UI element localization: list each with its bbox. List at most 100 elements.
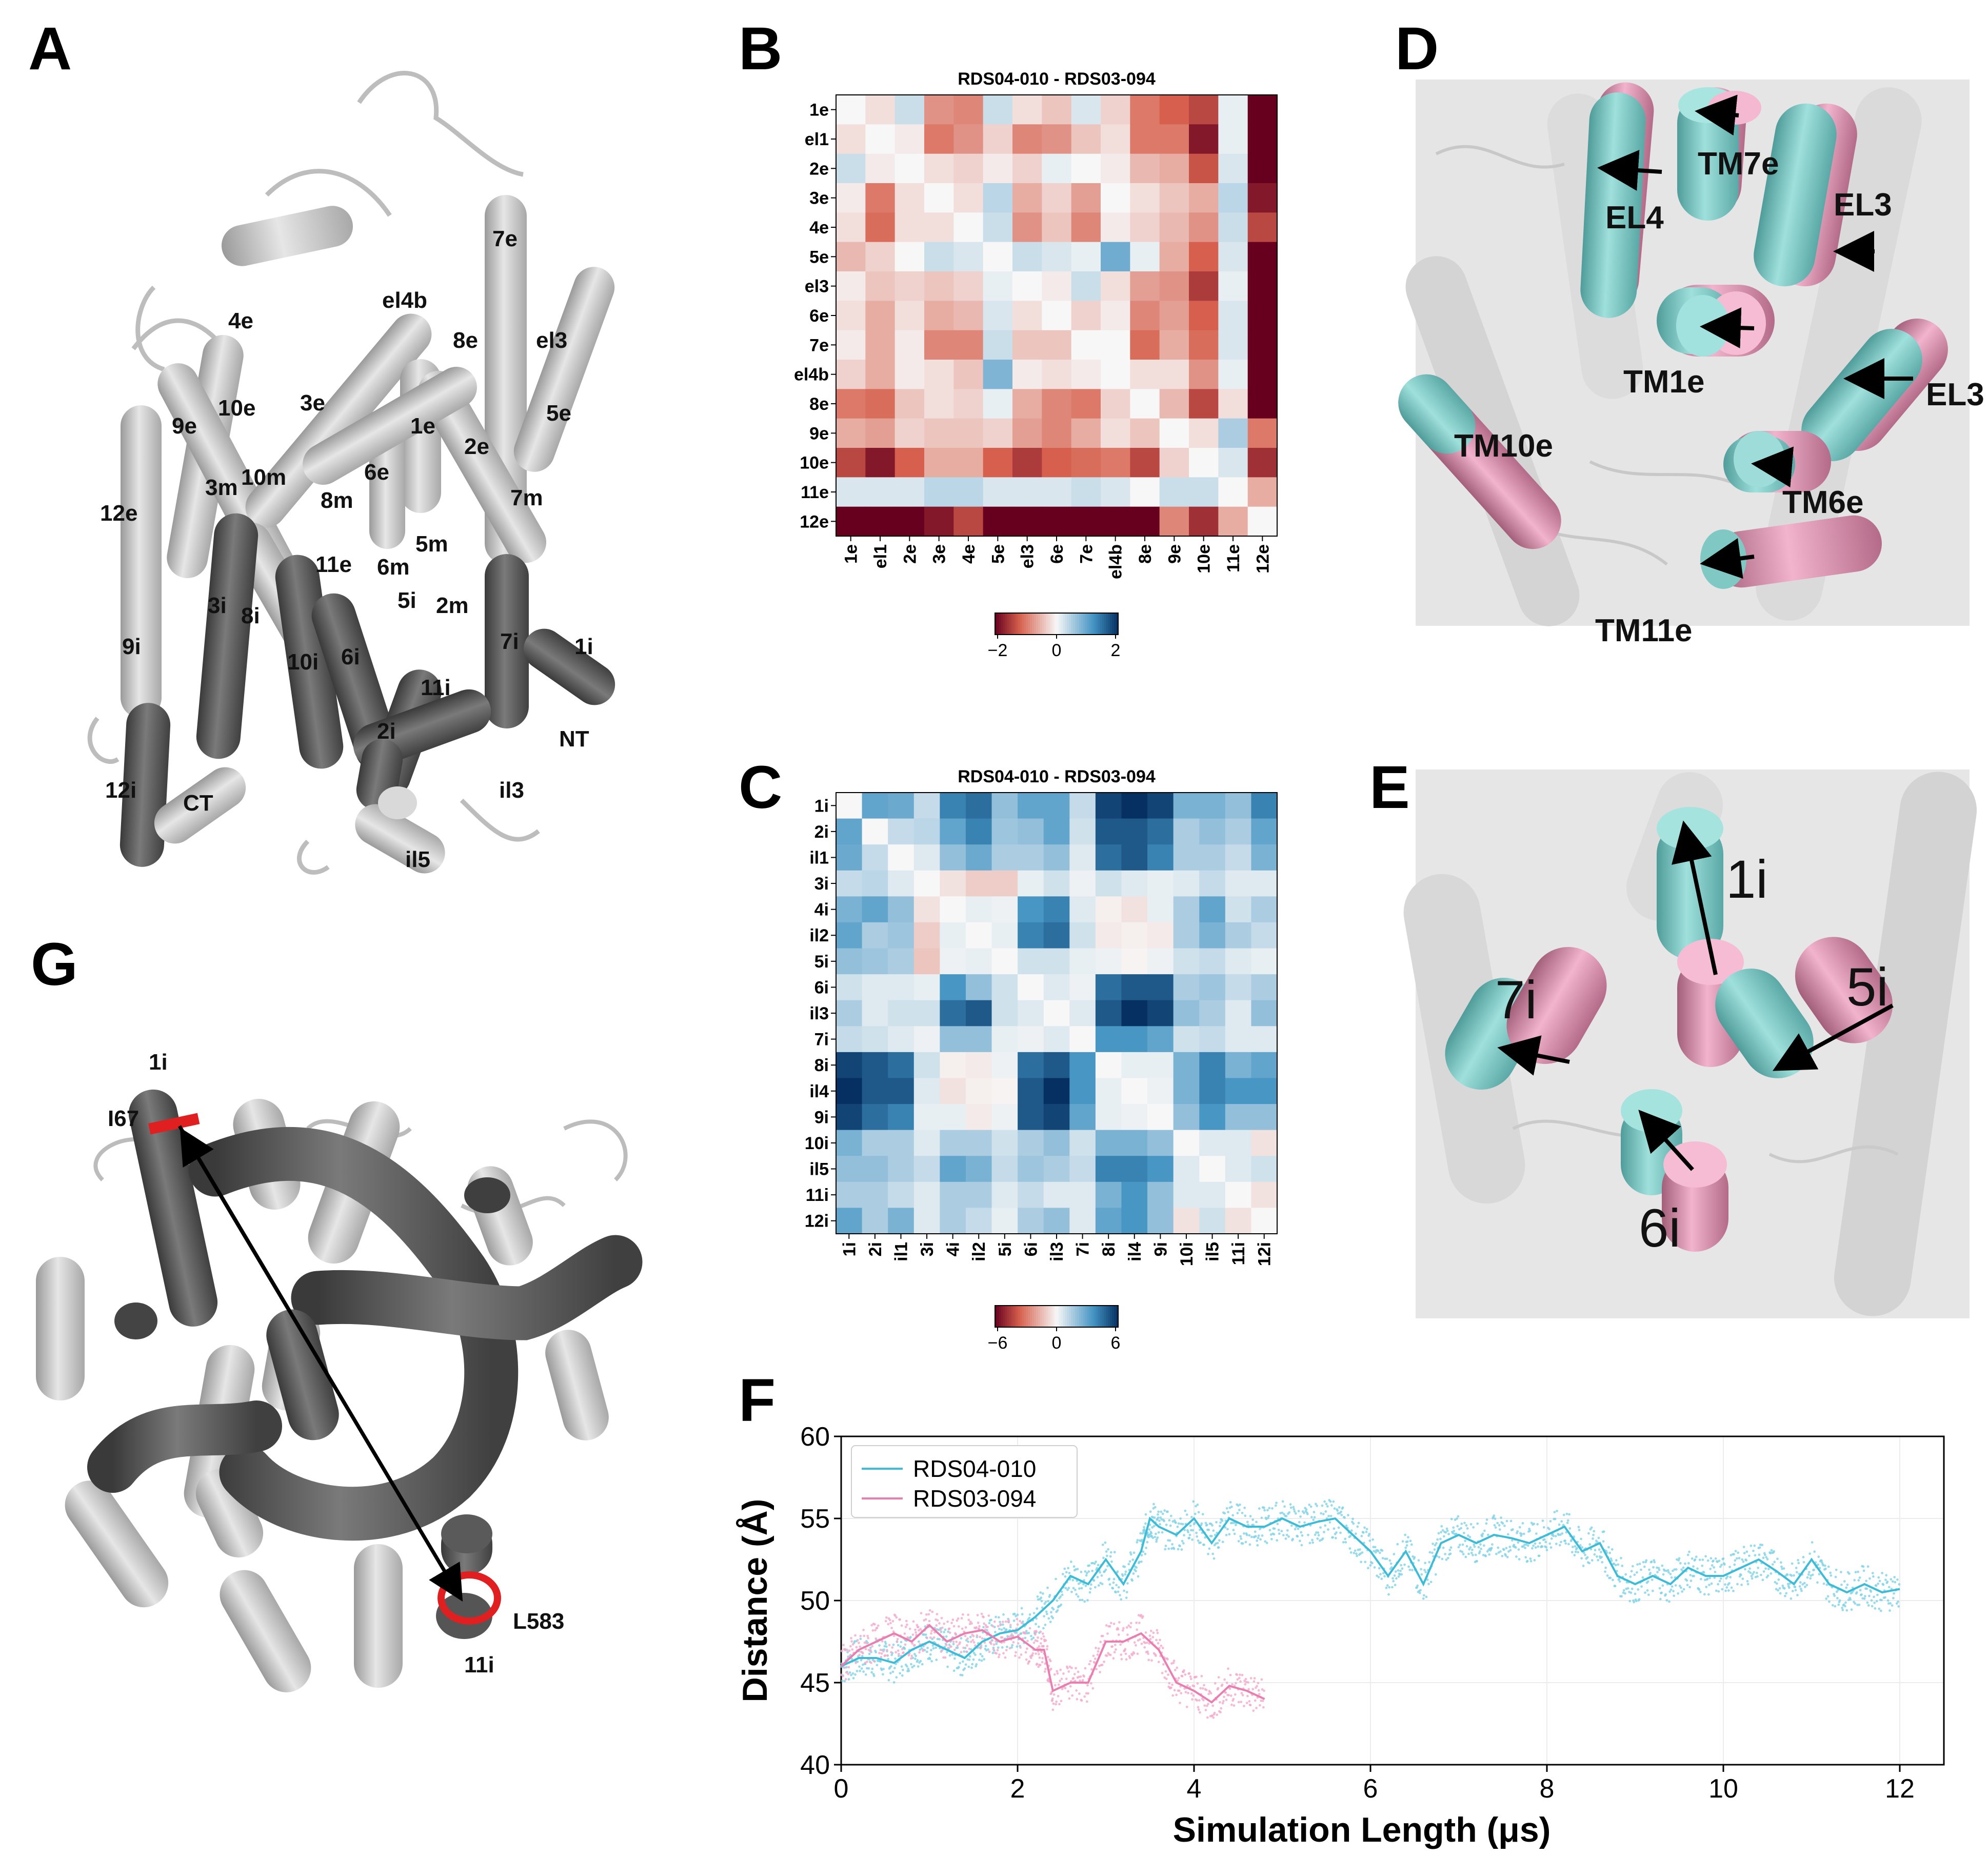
raw-point (1845, 1609, 1848, 1612)
raw-point (1702, 1571, 1705, 1574)
raw-point (1369, 1564, 1372, 1567)
panel-c-colorbar-segment (1110, 1306, 1112, 1327)
raw-point (1015, 1651, 1017, 1654)
panel-b-cell (983, 242, 1013, 272)
raw-point (1794, 1589, 1797, 1592)
raw-point (1052, 1693, 1056, 1696)
raw-point (1260, 1699, 1263, 1702)
panel-c-cell (836, 1026, 863, 1053)
raw-point (1111, 1587, 1115, 1590)
panel-b-cell (865, 212, 896, 243)
raw-point (1041, 1661, 1044, 1664)
raw-point (1069, 1561, 1072, 1563)
panel-a-label: NT (559, 726, 589, 752)
panel-c-cell (862, 1052, 888, 1078)
panel-b-cell (1042, 301, 1072, 331)
raw-point (1466, 1534, 1469, 1537)
raw-point (1447, 1532, 1450, 1535)
raw-point (900, 1641, 903, 1644)
raw-point (1254, 1530, 1257, 1533)
raw-point (1248, 1700, 1251, 1703)
raw-point (1568, 1527, 1572, 1530)
raw-point (1886, 1599, 1890, 1602)
panel-c-cell (1173, 1208, 1200, 1234)
panel-c-colorbar-segment (1112, 1306, 1115, 1327)
raw-point (1420, 1568, 1423, 1571)
raw-point (1485, 1522, 1488, 1525)
raw-point (1035, 1617, 1038, 1620)
panel-c-colorbar-segment (1011, 1306, 1014, 1327)
raw-point (1135, 1566, 1138, 1569)
raw-point (1803, 1582, 1806, 1585)
panel-c-cell (1147, 1130, 1174, 1156)
panel-b-cell (1189, 242, 1219, 272)
raw-point (1241, 1673, 1244, 1676)
raw-point (1560, 1520, 1563, 1523)
panel-a-label: 5m (415, 531, 448, 557)
raw-point (1031, 1652, 1035, 1655)
raw-point (846, 1648, 848, 1651)
raw-point (1554, 1535, 1557, 1537)
raw-point (1633, 1601, 1636, 1604)
panel-label-g: G (31, 931, 78, 998)
raw-point (1794, 1586, 1797, 1588)
panel-b-row-label: 6e (809, 306, 829, 326)
panel-b-colorbar-segment (1112, 613, 1115, 635)
y-axis-label: Distance (Å) (735, 1499, 774, 1703)
raw-point (1317, 1534, 1320, 1537)
raw-point (1621, 1565, 1624, 1567)
raw-point (1024, 1636, 1027, 1640)
raw-point (917, 1629, 920, 1632)
panel-c-cell (1095, 1052, 1122, 1078)
raw-point (897, 1652, 900, 1655)
raw-point (1795, 1567, 1798, 1569)
panel-b-colorbar-segment (1083, 613, 1086, 635)
panel-c-cell (1251, 1156, 1278, 1182)
raw-point (1290, 1524, 1293, 1527)
raw-point (1162, 1663, 1165, 1666)
raw-point (1246, 1694, 1249, 1698)
raw-point (887, 1679, 890, 1682)
raw-point (1040, 1637, 1043, 1640)
raw-point (841, 1680, 844, 1682)
raw-point (1898, 1583, 1901, 1586)
panel-c-row-label: 12i (805, 1212, 829, 1231)
raw-point (1280, 1530, 1283, 1532)
raw-point (895, 1676, 898, 1679)
raw-point (1857, 1570, 1859, 1573)
panel-c-row-label: il5 (809, 1160, 829, 1179)
raw-point (911, 1633, 915, 1636)
raw-point (1840, 1583, 1843, 1586)
panel-c-cell (965, 1208, 992, 1234)
raw-point (1262, 1706, 1265, 1709)
panel-b-cell (894, 271, 925, 301)
panel-c-cell (1069, 818, 1096, 845)
raw-point (1124, 1648, 1127, 1651)
raw-point (907, 1667, 910, 1670)
raw-point (1032, 1641, 1036, 1644)
panel-c-cell (940, 793, 966, 819)
raw-point (1251, 1688, 1255, 1691)
raw-point (927, 1613, 930, 1616)
raw-point (1388, 1559, 1391, 1562)
raw-point (1320, 1512, 1323, 1515)
panel-c-cell (1173, 793, 1200, 819)
panel-c-cell (965, 844, 992, 871)
raw-point (990, 1619, 992, 1622)
panel-b-colorbar-segment (1052, 613, 1055, 635)
panel-b-cell (983, 389, 1013, 419)
raw-point (948, 1627, 951, 1630)
panel-c-cell (1069, 870, 1096, 897)
raw-point (1331, 1536, 1335, 1539)
panel-c-cell (991, 1208, 1018, 1234)
raw-point (1190, 1515, 1193, 1518)
raw-point (1740, 1583, 1743, 1586)
raw-point (1284, 1537, 1287, 1540)
raw-point (1212, 1557, 1216, 1560)
raw-point (1189, 1675, 1192, 1678)
raw-point (1199, 1711, 1201, 1714)
raw-point (982, 1615, 985, 1619)
raw-point (961, 1674, 964, 1676)
panel-c-colorbar-segment (1050, 1306, 1053, 1327)
panel-b-cell (1247, 389, 1278, 419)
